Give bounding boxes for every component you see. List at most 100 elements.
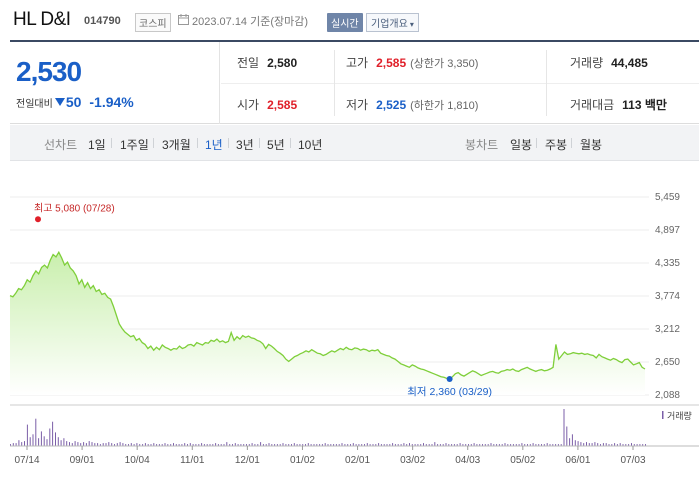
volume-bar [35,418,37,446]
volume-bar [217,444,219,446]
volume-bar [431,444,433,446]
company-overview-button[interactable]: 기업개요 ▾ [366,13,419,32]
row-divider [221,83,699,84]
volume-bar [619,443,621,446]
volume-bar [330,444,332,446]
y-tick-label: 3,212 [655,324,680,335]
volume-bar [63,438,65,446]
low-marker [446,376,453,383]
volume-bar [350,444,351,446]
price-chart[interactable]: 5,459 4,897 4,335 3,774 3,212 2,650 2,088 최고 5… [0,161,699,480]
stock-name: HL D&I [13,9,71,30]
low-label: 저가 [346,98,369,112]
volume-bar [10,444,11,446]
volume-bar [380,444,382,446]
tab-5y[interactable]: 5년 [267,138,285,152]
volume-bar [468,444,469,446]
volume-bar [518,444,520,446]
volume-bar [417,444,419,446]
volume-bar [423,443,424,446]
volume-bar [462,444,464,446]
volume-bar [622,444,624,446]
volume-bar [321,444,323,446]
volume-bar [251,443,253,446]
volume-bar [80,443,82,446]
volume-bar [153,443,155,446]
trade-value: 113 백만 [622,98,667,112]
volume-bar [375,444,377,446]
volume-bar [364,444,365,446]
col-divider [334,50,335,116]
volume-bar [99,444,101,446]
tab-daily[interactable]: 일봉 [510,138,533,152]
volume-bar [445,443,447,446]
volume-bar [189,443,191,446]
volume-bar [150,444,152,446]
tab-weekly[interactable]: 주봉 [545,138,568,152]
volume-bar [220,444,222,446]
change-row: 전일대비 50 -1.94% [16,94,134,110]
volume-value: 44,485 [611,55,648,70]
volume-bar [282,443,284,446]
volume-bar [392,443,394,446]
candle-chart-label: 봉차트 [465,138,499,152]
high-value: 2,585 [376,55,407,70]
high-cell: 고가 2,585 (상한가 3,350) [346,42,478,83]
volume-label: 거래량 [570,56,604,70]
volume-bar [85,443,87,446]
volume-bar [369,444,371,446]
tab-3m[interactable]: 3개월 [162,138,191,152]
volume-bar [347,444,349,446]
y-tick-label: 5,459 [655,192,680,203]
x-tick-label: 05/02 [510,455,535,466]
volume-bar [512,444,514,446]
volume-bar [372,444,374,446]
volume-bar [543,444,545,446]
tab-monthly[interactable]: 월봉 [580,138,603,152]
tab-1y[interactable]: 1년 [205,138,223,152]
volume-bar [173,443,174,446]
volume-bar [597,443,599,446]
tab-10y[interactable]: 10년 [298,138,323,152]
volume-bar [15,443,17,446]
volume-bar [94,443,96,446]
volume-bar [291,444,292,446]
tab-separator [153,138,154,148]
price-area [10,252,645,395]
volume-bar [167,444,169,446]
volume-bar [535,444,537,446]
volume-bar [229,444,231,446]
volume-bar [501,444,503,446]
x-tick-label: 07/03 [620,455,645,466]
volume-bar [243,444,245,446]
realtime-button[interactable]: 실시간 [327,13,363,32]
chart-svg[interactable]: 5,459 4,897 4,335 3,774 3,212 2,650 2,088 최고 5… [0,161,699,480]
volume-bar [234,443,236,446]
volume-bar [254,444,256,446]
volume-bar [21,442,23,446]
volume-bar [164,443,166,446]
low-cell: 저가 2,525 (하한가 1,810) [346,84,478,125]
volume-bar [198,444,200,446]
volume-bar [616,444,618,446]
volume-bar [268,443,270,446]
tab-1d[interactable]: 1일 [88,138,106,152]
volume-bar [448,444,450,446]
high-annotation: 최고 5,080 (07/28) [34,202,115,214]
volume-bar [91,442,93,446]
volume-bar [97,443,99,446]
volume-bar [57,437,59,446]
volume-bar [546,443,548,446]
volume-bar [409,443,410,446]
volume-bar [77,442,79,446]
tab-1w[interactable]: 1주일 [120,138,149,152]
upper-limit: (상한가 3,350) [410,57,479,70]
low-annotation: 최저 2,360 (03/29) [407,386,492,398]
volume-bar [341,443,343,446]
volume-bar [38,438,40,446]
volume-bar [156,444,158,446]
tab-3y[interactable]: 3년 [236,138,254,152]
volume-bar [451,444,453,446]
volume-bar [299,444,301,446]
low-value: 2,525 [376,97,407,112]
